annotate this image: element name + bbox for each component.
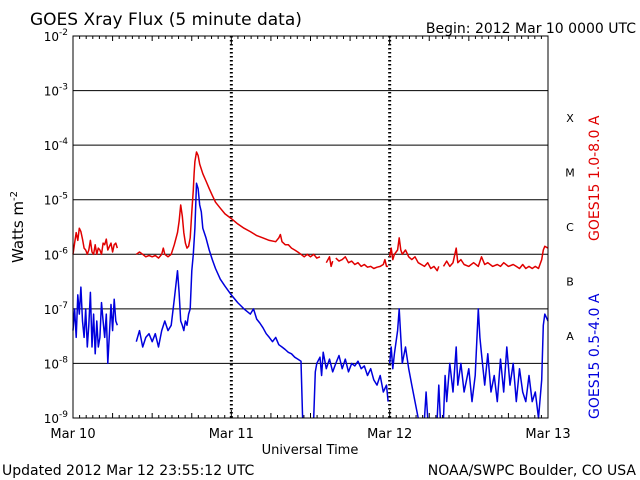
updated-timestamp: Updated 2012 Mar 12 23:55:12 UTC bbox=[2, 463, 255, 479]
credit: NOAA/SWPC Boulder, CO USA bbox=[428, 463, 637, 479]
y-tick-base: 10 bbox=[44, 303, 59, 317]
flare-class-label: X bbox=[566, 112, 574, 125]
series-line-1 bbox=[72, 182, 549, 419]
begin-date: Begin: 2012 Mar 10 0000 UTC bbox=[426, 21, 636, 37]
y-tick-base: 10 bbox=[44, 357, 59, 371]
y-tick-label: 10-5 bbox=[44, 192, 68, 208]
flare-class-label: M bbox=[565, 166, 575, 179]
x-tick-label: Mar 10 bbox=[50, 427, 95, 442]
y-tick-base: 10 bbox=[44, 30, 59, 44]
flare-class-labels: A B C M X bbox=[565, 112, 575, 343]
y-tick-exponent: -9 bbox=[59, 410, 68, 420]
x-axis-label: Universal Time bbox=[262, 443, 359, 458]
y-tick-exponent: -7 bbox=[59, 301, 68, 311]
y-tick-exponent: -2 bbox=[59, 28, 68, 38]
flare-class-label: B bbox=[566, 276, 574, 289]
x-tick-label: Mar 13 bbox=[525, 427, 570, 442]
x-tick-label: Mar 12 bbox=[367, 427, 412, 442]
series-lines bbox=[72, 151, 549, 419]
plot-frame bbox=[72, 35, 549, 419]
y-tick-label: 10-8 bbox=[44, 355, 69, 371]
y-tick-label: 10-7 bbox=[44, 301, 68, 317]
y-tick-base: 10 bbox=[44, 85, 59, 99]
legend-goes15-short: GOES15 0.5-4.0 A bbox=[587, 293, 603, 419]
x-tick-labels: Mar 10 Mar 11 Mar 12 Mar 13 bbox=[50, 427, 570, 442]
y-tick-exponent: -6 bbox=[59, 246, 68, 256]
y-tick-base: 10 bbox=[44, 139, 59, 153]
series-line-0 bbox=[72, 151, 549, 272]
y-tick-label: 10-6 bbox=[44, 246, 69, 262]
x-tick-label: Mar 11 bbox=[209, 427, 254, 442]
y-axis-label: Watts m-2 bbox=[9, 191, 27, 263]
y-tick-exponent: -8 bbox=[59, 355, 68, 365]
chart-title: GOES Xray Flux (5 minute data) bbox=[30, 10, 302, 30]
y-tick-label: 10-2 bbox=[44, 28, 68, 44]
legend-goes15-long: GOES15 1.0-8.0 A bbox=[587, 115, 603, 241]
y-tick-label: 10-4 bbox=[44, 137, 69, 153]
y-tick-base: 10 bbox=[44, 194, 59, 208]
y-tick-label: 10-9 bbox=[44, 410, 69, 426]
y-tick-labels: 10-910-810-710-610-510-410-310-2 bbox=[44, 28, 69, 426]
y-tick-base: 10 bbox=[44, 248, 59, 262]
flare-class-label: A bbox=[566, 330, 574, 343]
y-tick-base: 10 bbox=[44, 412, 59, 426]
grid bbox=[72, 36, 549, 418]
y-tick-exponent: -4 bbox=[59, 137, 68, 147]
y-axis-label-text: Watts m bbox=[9, 201, 27, 263]
y-axis-label-exponent: -2 bbox=[9, 191, 20, 201]
y-tick-label: 10-3 bbox=[44, 83, 68, 99]
y-tick-exponent: -3 bbox=[59, 83, 68, 93]
flare-class-label: C bbox=[566, 221, 574, 234]
y-tick-exponent: -5 bbox=[59, 192, 68, 202]
